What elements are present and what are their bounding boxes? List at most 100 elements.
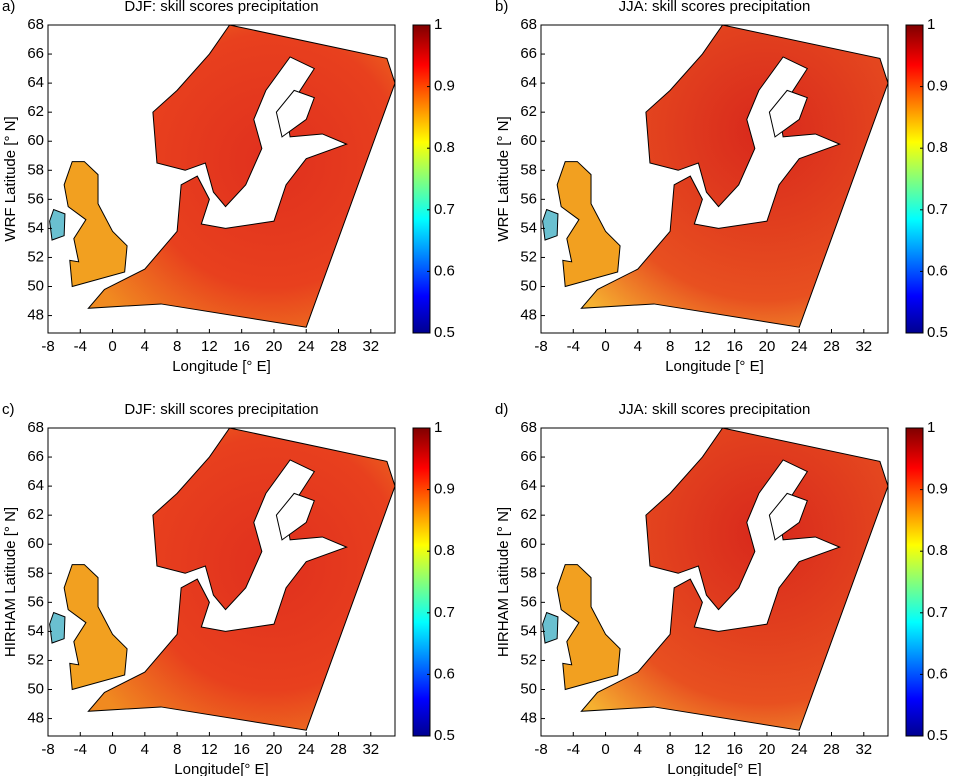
map-field — [542, 428, 888, 731]
colorbar-tick-label: 0.5 — [434, 324, 455, 341]
y-tick-label: 50 — [27, 277, 44, 294]
x-tick-label: 0 — [601, 338, 609, 355]
skill-field — [580, 428, 888, 731]
x-tick-label: 8 — [173, 741, 181, 758]
map-field — [49, 25, 395, 328]
colorbar-tick-label: 0.6 — [434, 262, 455, 279]
y-tick-label: 62 — [27, 506, 44, 523]
lake — [768, 492, 808, 541]
y-tick-label: 52 — [27, 651, 44, 668]
y-tick-label: 48 — [27, 710, 44, 727]
x-tick-label: 4 — [141, 741, 149, 758]
skill-field — [556, 564, 621, 691]
x-tick-label: 32 — [855, 741, 872, 758]
x-tick-label: 16 — [726, 338, 743, 355]
skill-field — [542, 611, 559, 644]
colorbar-tick-label: 0.9 — [434, 481, 455, 498]
x-tick-label: 12 — [694, 338, 711, 355]
colorbar-tick-label: 0.9 — [927, 481, 948, 498]
skill-field — [63, 564, 128, 691]
colorbar-tick-label: 0.8 — [927, 139, 948, 156]
x-tick-label: 24 — [791, 338, 808, 355]
x-tick-label: 16 — [726, 741, 743, 758]
axes-box — [47, 427, 396, 737]
title: JJA: skill scores precipitation — [619, 0, 811, 15]
x-tick-label: 16 — [233, 338, 250, 355]
x-tick-label: 20 — [759, 741, 776, 758]
x-tick-label: 0 — [108, 338, 116, 355]
y-tick-label: 64 — [27, 74, 44, 91]
x-axis-label: Longitude [° E] — [172, 358, 271, 375]
skill-field — [87, 25, 395, 328]
map-panel: -8 -4 0 4 8 12 16 20 24 28 32485052545658606264666… — [495, 401, 948, 778]
y-tick-label: 54 — [520, 219, 537, 236]
colorbar-tick-label: 0.7 — [927, 604, 948, 621]
y-tick-label: 62 — [27, 103, 44, 120]
x-tick-label: 8 — [666, 338, 674, 355]
y-tick-label: 48 — [520, 307, 537, 324]
colorbar-tick-label: 0.5 — [434, 727, 455, 744]
y-tick-label: 48 — [27, 307, 44, 324]
y-tick-label: 58 — [27, 161, 44, 178]
skill-field — [556, 161, 621, 288]
title: DJF: skill scores precipitation — [124, 0, 318, 15]
y-tick-label: 68 — [520, 419, 537, 436]
y-axis-label: WRF Latitude [° N] — [495, 116, 512, 241]
y-tick-label: 56 — [520, 190, 537, 207]
y-tick-label: 60 — [520, 132, 537, 149]
axes-box — [540, 24, 889, 334]
x-tick-label: 0 — [108, 741, 116, 758]
x-tick-label: 12 — [694, 741, 711, 758]
y-tick-label: 58 — [27, 564, 44, 581]
x-tick-label: 32 — [362, 338, 379, 355]
y-tick-label: 50 — [520, 277, 537, 294]
colorbar-tick-label: 0.8 — [927, 542, 948, 559]
skill-field — [49, 208, 66, 241]
map-panel: -8 -4 0 4 8 12 16 20 24 28 32485052545658606264666… — [2, 401, 455, 778]
y-tick-label: 68 — [520, 16, 537, 33]
y-tick-label: 50 — [520, 680, 537, 697]
lake — [275, 492, 315, 541]
x-tick-label: 20 — [266, 338, 283, 355]
colorbar-tick-label: 1 — [434, 16, 442, 33]
x-tick-label: 0 — [601, 741, 609, 758]
colorbar-tick-label: 0.9 — [434, 78, 455, 95]
colorbar — [905, 24, 924, 334]
y-tick-label: 60 — [27, 535, 44, 552]
lake — [275, 89, 315, 138]
x-tick-label: 20 — [759, 338, 776, 355]
x-tick-label: -4 — [74, 741, 87, 758]
x-tick-label: 28 — [330, 338, 347, 355]
y-tick-label: 54 — [27, 622, 44, 639]
y-tick-label: 56 — [520, 593, 537, 610]
x-tick-label: -4 — [567, 741, 580, 758]
x-tick-label: 24 — [298, 338, 315, 355]
map-panel: -8 -4 0 4 8 12 16 20 24 28 32485052545658606264666… — [2, 0, 455, 375]
y-tick-label: 52 — [27, 248, 44, 265]
x-tick-label: 28 — [823, 741, 840, 758]
x-tick-label: 24 — [791, 741, 808, 758]
x-tick-label: 16 — [233, 741, 250, 758]
x-tick-label: 20 — [266, 741, 283, 758]
y-tick-label: 58 — [520, 564, 537, 581]
x-tick-label: -8 — [41, 338, 54, 355]
y-tick-label: 52 — [520, 248, 537, 265]
y-tick-label: 52 — [520, 651, 537, 668]
map-field — [542, 25, 888, 328]
colorbar-tick-label: 1 — [927, 419, 935, 436]
colorbar-tick-label: 0.5 — [927, 727, 948, 744]
y-tick-label: 68 — [27, 16, 44, 33]
x-tick-label: 4 — [634, 741, 642, 758]
colorbar-tick-label: 1 — [434, 419, 442, 436]
y-tick-label: 48 — [520, 710, 537, 727]
panel-label: b) — [495, 0, 508, 15]
y-tick-label: 64 — [520, 74, 537, 91]
skill-field — [49, 611, 66, 644]
x-tick-label: -8 — [41, 741, 54, 758]
y-tick-label: 66 — [27, 448, 44, 465]
y-tick-label: 66 — [520, 45, 537, 62]
x-tick-label: 4 — [141, 338, 149, 355]
colorbar — [412, 24, 431, 334]
skill-field — [580, 25, 888, 328]
